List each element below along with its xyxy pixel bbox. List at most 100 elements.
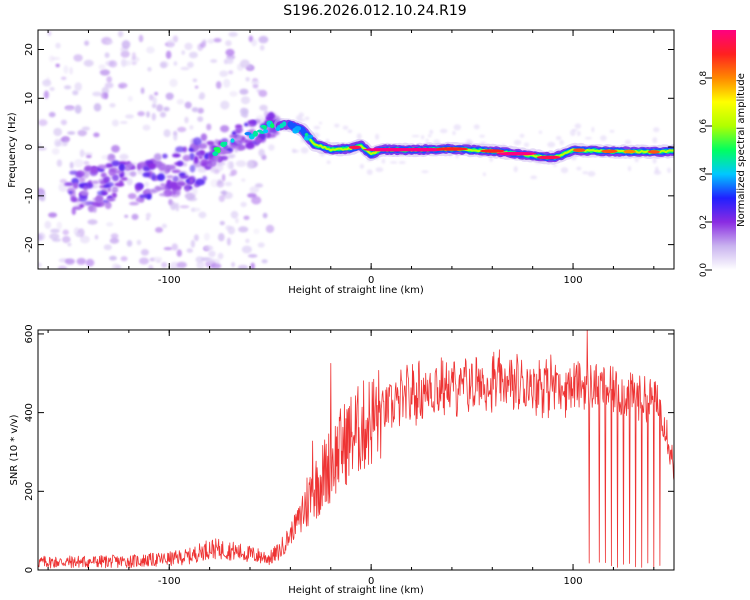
spectrogram-noise-blob <box>131 213 139 220</box>
snr-plot-area <box>38 330 674 570</box>
spectrogram-band-blob <box>111 160 120 167</box>
spectrogram-noise-blob <box>192 186 198 196</box>
spectrogram-noise-blob <box>193 234 199 242</box>
spectrogram-noise-blob <box>142 124 151 131</box>
spectrogram-noise-blob <box>85 258 95 267</box>
spectrogram-noise-blob <box>93 103 102 112</box>
colorbar-scale <box>712 30 736 270</box>
spectrogram-marks <box>38 30 674 269</box>
spectrogram-noise-blob <box>64 258 75 265</box>
snr-series-line <box>38 330 674 569</box>
x-tick-label: 0 <box>368 576 374 587</box>
spectrogram-band-blob <box>171 187 177 196</box>
spectrogram-noise-blob <box>342 125 349 130</box>
spectrogram-band-blob <box>184 184 190 193</box>
spectrogram-noise-blob <box>228 173 234 177</box>
spectrogram-band-blob <box>78 176 86 183</box>
spectrogram-noise-blob <box>117 30 124 38</box>
spectrogram-noise-blob <box>38 142 42 147</box>
spectrogram-band-blob <box>153 153 162 161</box>
spectrogram-noise-blob <box>295 115 302 122</box>
spectrogram-peak-spot <box>223 141 228 146</box>
spectrogram-noise-blob <box>427 134 432 138</box>
spectrogram-noise-blob <box>73 158 84 168</box>
spectrogram-noise-blob <box>216 180 225 188</box>
spectrogram-noise-blob <box>64 106 75 112</box>
spectrogram-noise-blob <box>38 147 47 151</box>
spectrogram-band-blob <box>127 193 137 200</box>
spectrogram-noise-blob <box>210 263 222 269</box>
spectrogram-noise-blob <box>229 91 238 97</box>
spectrogram-noise-blob <box>189 125 194 130</box>
spectrogram-band-blob <box>80 190 89 196</box>
x-tick-label: 100 <box>564 275 583 286</box>
spectrogram-band-blob <box>101 191 108 196</box>
spectrogram-band-blob <box>237 144 246 151</box>
spectrogram-noise-blob <box>154 91 159 96</box>
spectrogram-noise-blob <box>247 254 258 258</box>
spectrogram-band-blob <box>64 182 74 186</box>
spectrogram-noise-blob <box>600 135 607 141</box>
spectrogram-noise-blob <box>48 111 56 118</box>
spectrogram-noise-blob <box>186 248 193 253</box>
spectrogram-band-blob <box>87 204 95 213</box>
spectrogram-band-blob <box>108 168 117 177</box>
spectrogram-band-blob <box>118 164 126 171</box>
colorbar-tick-label: 0.2 <box>699 215 709 229</box>
spectrogram-noise-blob <box>106 222 114 227</box>
spectrogram-noise-blob <box>513 139 522 146</box>
spectrogram-noise-blob <box>99 69 110 76</box>
spectrogram-noise-blob <box>125 114 134 119</box>
spectrogram-noise-blob <box>111 263 120 269</box>
x-tick-label: 0 <box>368 275 374 286</box>
spectrogram-noise-blob <box>439 128 448 134</box>
spectrogram-noise-blob <box>197 167 207 173</box>
spectrogram-noise-blob <box>104 82 114 89</box>
spectrogram-noise-blob <box>220 100 230 110</box>
spectrogram-noise-blob <box>140 87 145 94</box>
spectrogram-noise-blob <box>634 157 639 163</box>
spectrogram-noise-blob <box>215 81 222 89</box>
spectrogram-noise-blob <box>161 262 168 268</box>
spectrogram-noise-blob <box>38 262 42 268</box>
spectrogram-band-blob <box>105 163 114 169</box>
spectrogram-noise-blob <box>94 234 99 240</box>
spectrogram-band-blob <box>219 155 228 161</box>
spectrogram-noise-blob <box>347 129 353 134</box>
spectrogram-band-blob <box>142 172 151 178</box>
spectrogram-noise-blob <box>127 95 133 102</box>
spectrogram-noise-blob <box>165 92 174 101</box>
spectrogram-hot-core <box>623 149 636 154</box>
spectrogram-noise-blob <box>59 178 67 184</box>
spectrogram-band-blob <box>171 169 181 174</box>
spectrogram-noise-blob <box>165 50 172 59</box>
spectrogram-band-blob <box>172 175 179 183</box>
spectrogram-noise-blob <box>199 92 206 100</box>
spectrogram-hot-core <box>601 149 618 154</box>
spectrogram-noise-blob <box>572 128 578 132</box>
spectrogram-band-blob <box>149 188 158 194</box>
spectrogram-band-blob <box>200 133 208 142</box>
spectrogram-noise-blob <box>46 76 50 84</box>
spectrogram-noise-blob <box>538 130 543 134</box>
spectrogram-noise-blob <box>126 240 133 247</box>
spectrogram-noise-blob <box>247 193 257 198</box>
figure-title: S196.2026.012.10.24.R19 <box>283 3 466 19</box>
spectrogram-noise-blob <box>292 149 300 153</box>
spectrogram-noise-blob <box>100 92 108 99</box>
spectrogram-band-blob <box>189 164 196 173</box>
spectrogram-band-blob <box>117 161 128 166</box>
spectrogram-noise-blob <box>171 243 178 251</box>
spectrogram-peak-spot <box>307 134 314 139</box>
spectrogram-noise-blob <box>105 40 114 45</box>
spectrogram-noise-blob <box>56 159 63 167</box>
spectrogram-noise-blob <box>126 178 133 186</box>
spectrogram-noise-blob <box>217 252 224 260</box>
spectrogram-noise-blob <box>652 157 657 164</box>
spectrogram-band-blob <box>247 120 257 125</box>
spectrogram-noise-blob <box>76 257 87 265</box>
spectrogram-noise-blob <box>265 224 275 233</box>
spectrogram-noise-blob <box>334 123 340 128</box>
spectrogram-noise-blob <box>653 127 660 133</box>
